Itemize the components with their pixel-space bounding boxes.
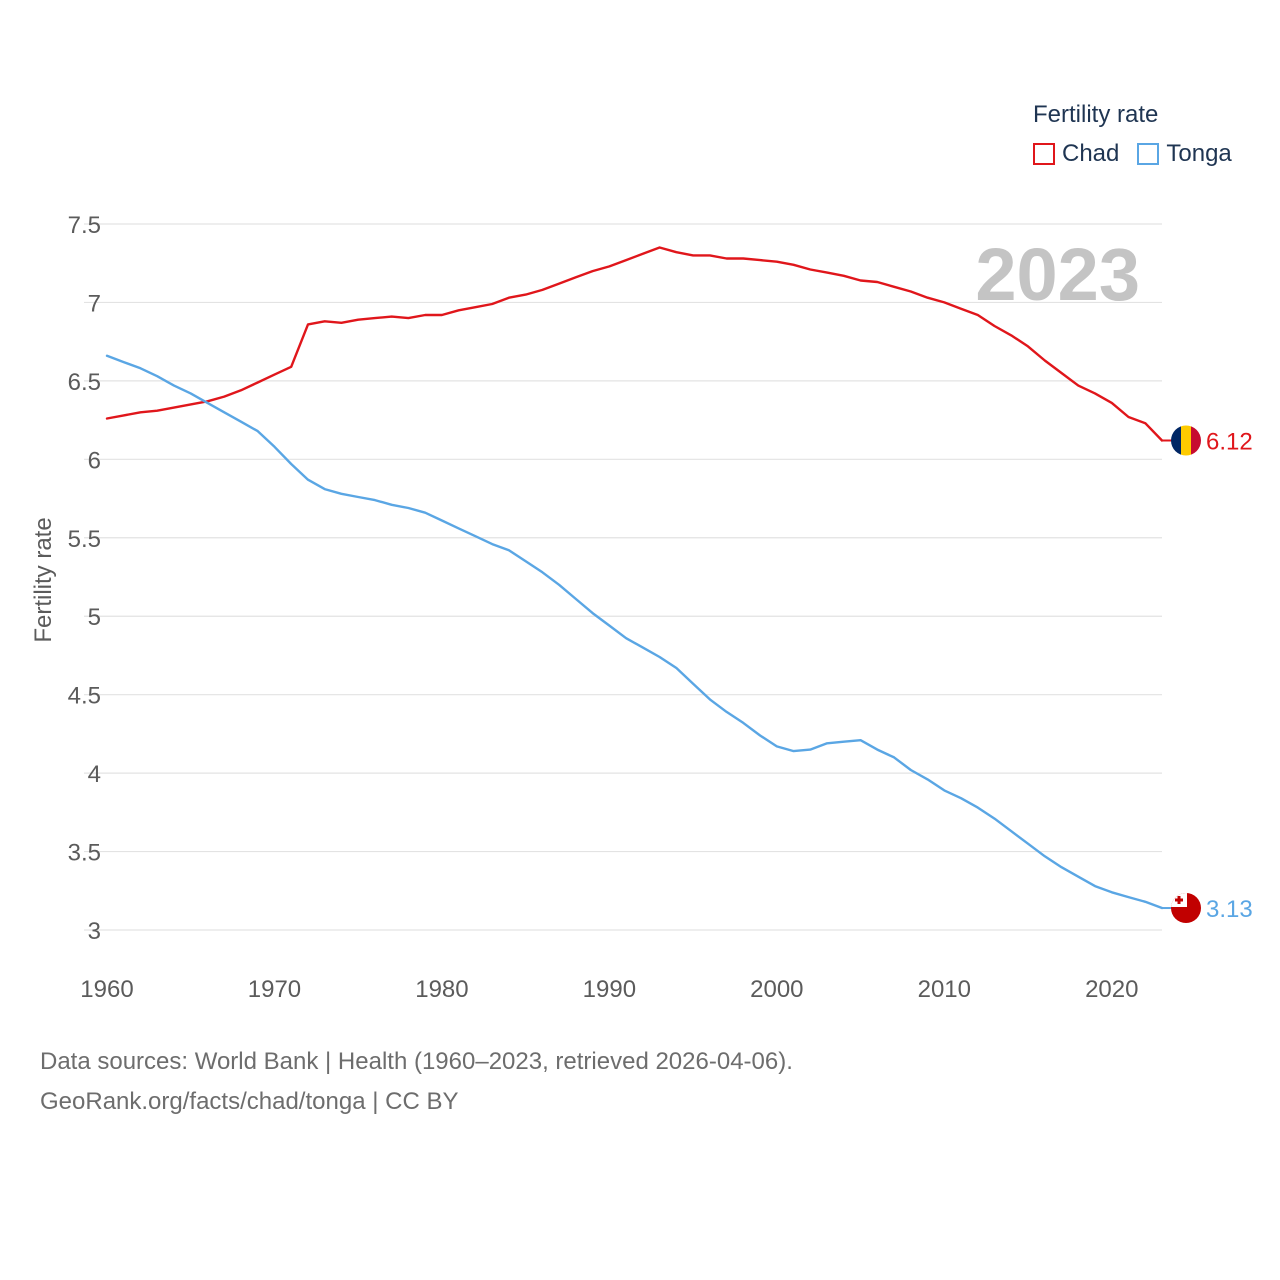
legend-label-tonga: Tonga — [1166, 140, 1232, 167]
legend-swatch-tonga — [1137, 143, 1160, 165]
y-tick-label: 3.5 — [68, 840, 101, 867]
series-line-chad[interactable] — [105, 246, 1164, 442]
x-tick-label: 1970 — [248, 976, 301, 1003]
y-axis-title: Fertility rate — [30, 517, 57, 642]
year-watermark: 2023 — [975, 233, 1140, 316]
legend-item-tonga[interactable]: Tonga — [1137, 140, 1232, 168]
x-tick-label: 1960 — [80, 976, 133, 1003]
data-sources-text: Data sources: World Bank | Health (1960–… — [40, 1048, 793, 1075]
x-axis-ticks: 1960 1970 1980 1990 2000 2010 2020 — [80, 976, 1138, 1003]
legend: Fertility rate Chad Tonga — [1033, 100, 1232, 168]
tonga-end-value: 3.13 — [1206, 896, 1253, 923]
x-tick-label: 1990 — [583, 976, 636, 1003]
y-tick-label: 3 — [88, 918, 101, 945]
y-tick-label: 5.5 — [68, 526, 101, 553]
legend-title: Fertility rate — [1033, 101, 1159, 128]
y-tick-label: 6.5 — [68, 369, 101, 396]
chad-end-value: 6.12 — [1206, 429, 1253, 456]
y-axis-ticks: 3 3.5 4 4.5 5 5.5 6 6.5 7 7.5 — [68, 212, 101, 945]
legend-swatch-chad — [1033, 143, 1055, 165]
series-lines — [105, 246, 1172, 910]
y-tick-label: 4.5 — [68, 683, 101, 710]
x-tick-label: 2020 — [1085, 976, 1138, 1003]
series-line-tonga[interactable] — [105, 354, 1164, 910]
y-tick-label: 7 — [88, 290, 101, 317]
y-tick-label: 6 — [88, 447, 101, 474]
legend-label-chad: Chad — [1062, 140, 1120, 167]
y-tick-label: 4 — [88, 761, 101, 788]
footer: Data sources: World Bank | Health (1960–… — [40, 1042, 793, 1122]
legend-items: Chad Tonga — [1033, 140, 1232, 168]
grid-lines — [84, 223, 1162, 931]
x-tick-label: 2010 — [918, 976, 971, 1003]
x-tick-label: 1980 — [415, 976, 468, 1003]
attribution-text: GeoRank.org/facts/chad/tonga | CC BY — [40, 1088, 459, 1115]
y-tick-label: 7.5 — [68, 212, 101, 239]
end-markers: 6.12 3.13 — [1171, 425, 1253, 923]
x-tick-label: 2000 — [750, 976, 803, 1003]
legend-item-chad[interactable]: Chad — [1033, 140, 1119, 168]
y-tick-label: 5 — [88, 604, 101, 631]
tonga-flag-icon — [1171, 893, 1201, 923]
chad-flag-icon — [1171, 425, 1201, 456]
